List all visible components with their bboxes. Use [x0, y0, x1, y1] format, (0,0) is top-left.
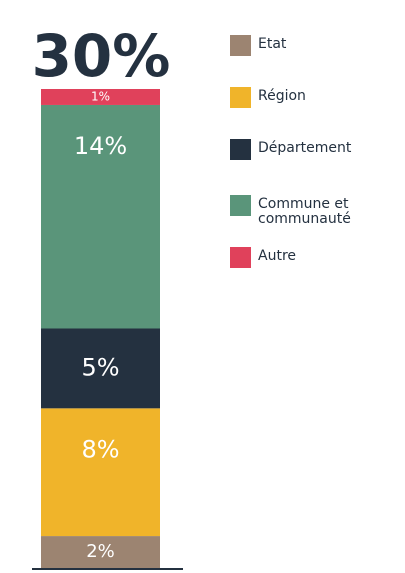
legend-item: Autre	[230, 247, 368, 268]
legend-item: Etat	[230, 35, 368, 56]
bar-segment	[41, 104, 160, 329]
legend-swatch	[230, 35, 251, 56]
legend-swatch	[230, 139, 251, 160]
legend-label: Etat	[258, 36, 287, 52]
legend-item: Commune et communauté	[230, 195, 368, 227]
legend-swatch	[230, 247, 251, 268]
value-label: 2%	[86, 541, 115, 562]
chart-title: 30%	[32, 22, 171, 90]
value-label: 5%	[81, 353, 119, 381]
legend-label: Autre	[258, 248, 297, 264]
legend-item: Région	[230, 87, 368, 108]
bar-segment	[41, 89, 160, 105]
value-label: 14%	[74, 132, 127, 160]
legend-swatch	[230, 87, 251, 108]
legend-label: Commune et communauté	[258, 196, 351, 227]
value-label: 1%	[91, 89, 110, 103]
legend-swatch	[230, 195, 251, 216]
legend-label: Région	[258, 88, 306, 104]
bar-segment	[41, 408, 160, 537]
bar-segment	[41, 328, 160, 409]
legend-item: Département	[230, 139, 368, 160]
legend-label: Département	[258, 140, 352, 156]
value-label: 8%	[81, 435, 119, 463]
bar-segment	[41, 536, 160, 568]
